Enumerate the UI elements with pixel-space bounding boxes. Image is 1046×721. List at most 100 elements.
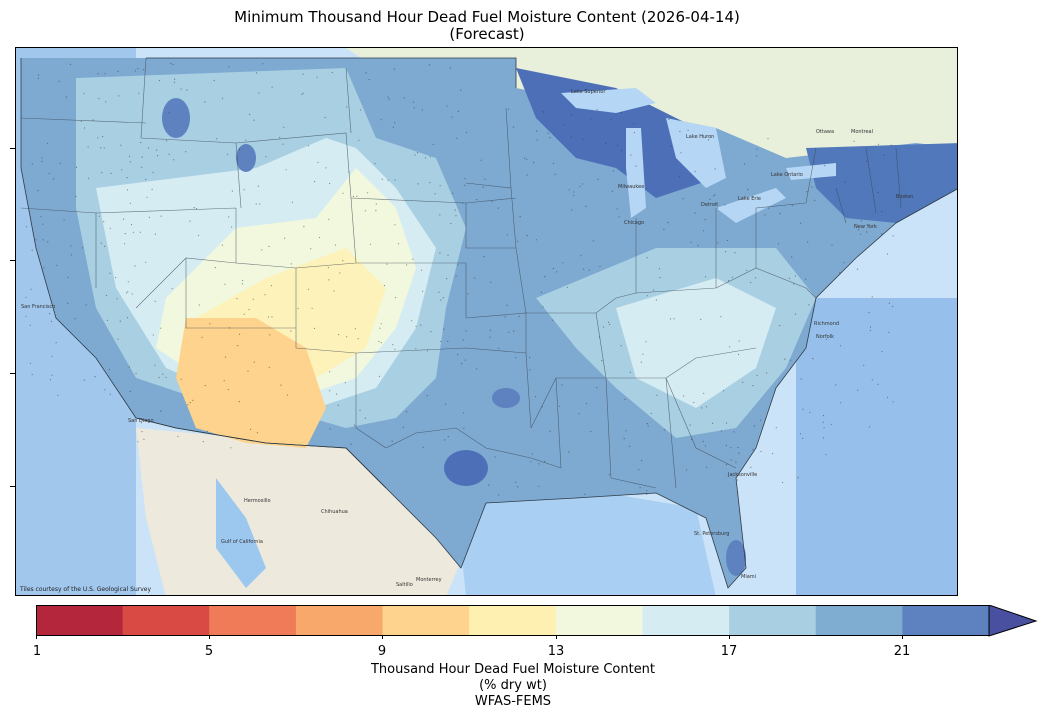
station-marker: [180, 378, 182, 380]
station-marker: [334, 244, 337, 246]
station-marker: [126, 177, 128, 179]
station-marker: [267, 316, 270, 318]
station-marker: [755, 277, 757, 279]
station-marker: [380, 119, 382, 121]
station-marker: [461, 362, 463, 365]
station-marker: [464, 184, 466, 186]
station-marker: [151, 188, 153, 190]
station-marker: [339, 447, 342, 449]
station-marker: [579, 185, 581, 187]
station-marker: [669, 318, 672, 320]
station-marker: [238, 401, 240, 403]
station-marker: [124, 233, 126, 235]
station-marker: [25, 315, 27, 317]
station-marker: [743, 163, 746, 165]
station-marker: [590, 430, 592, 433]
station-marker: [766, 372, 768, 374]
station-marker: [165, 140, 168, 142]
label-saltillo: Saltillo: [396, 582, 413, 588]
station-marker: [713, 195, 715, 197]
station-marker: [656, 394, 658, 396]
station-marker: [243, 189, 245, 191]
station-marker: [94, 376, 96, 378]
station-marker: [105, 295, 108, 297]
station-marker: [691, 438, 693, 441]
colorbar-cell: [902, 605, 990, 636]
station-marker: [386, 263, 388, 265]
station-marker: [457, 110, 459, 112]
station-marker: [329, 390, 331, 392]
station-marker: [814, 199, 816, 202]
station-marker: [616, 144, 618, 146]
station-marker: [655, 299, 658, 301]
station-marker: [189, 402, 191, 404]
station-marker: [328, 218, 330, 220]
station-marker: [844, 181, 846, 183]
station-marker: [364, 210, 366, 212]
station-marker: [67, 276, 69, 278]
station-marker: [131, 293, 133, 295]
station-marker: [110, 172, 112, 174]
station-marker: [221, 244, 223, 246]
lake-ontario: [786, 163, 836, 180]
station-marker: [335, 393, 338, 395]
station-marker: [83, 379, 85, 381]
colorbar-tick-label: 1: [32, 644, 42, 659]
station-marker: [214, 267, 216, 269]
label-lake-ontario: Lake Ontario: [771, 172, 803, 178]
station-marker: [440, 340, 442, 343]
station-marker: [612, 170, 615, 172]
station-marker: [704, 445, 707, 447]
station-marker: [497, 207, 499, 209]
station-marker: [538, 463, 540, 465]
station-marker: [716, 207, 719, 209]
station-marker: [354, 328, 356, 330]
station-marker: [439, 214, 441, 216]
station-marker: [352, 195, 354, 198]
station-marker: [582, 138, 584, 140]
station-marker: [488, 484, 490, 486]
station-marker: [725, 422, 728, 424]
region-moisture-great-lakes: [516, 68, 716, 198]
station-marker: [734, 252, 736, 254]
station-marker: [673, 318, 675, 320]
station-marker: [47, 241, 49, 243]
station-marker: [667, 222, 669, 224]
station-marker: [830, 423, 832, 425]
station-marker: [531, 453, 534, 455]
station-marker: [46, 142, 49, 144]
station-marker: [327, 267, 329, 269]
station-marker: [406, 264, 408, 266]
station-marker: [291, 201, 293, 203]
station-marker: [824, 165, 826, 167]
station-marker: [809, 411, 811, 413]
station-marker: [146, 196, 148, 198]
title-line-2: (Forecast): [449, 25, 525, 43]
station-marker: [799, 433, 802, 435]
station-marker: [464, 177, 466, 180]
station-marker: [374, 162, 376, 165]
station-marker: [104, 73, 106, 75]
station-marker: [51, 355, 53, 357]
station-marker: [253, 361, 255, 363]
station-marker: [189, 220, 191, 222]
station-marker: [168, 112, 170, 114]
station-marker: [129, 161, 131, 163]
station-marker: [357, 338, 359, 340]
gulf-of-mexico: [456, 488, 716, 595]
station-marker: [703, 392, 705, 394]
station-marker: [192, 399, 194, 401]
station-marker: [310, 248, 312, 250]
station-marker: [881, 210, 883, 213]
station-marker: [70, 245, 72, 247]
station-marker: [592, 240, 594, 242]
station-marker: [413, 107, 415, 109]
station-marker: [756, 148, 758, 150]
station-marker: [139, 231, 141, 233]
station-marker: [452, 192, 454, 194]
station-marker: [415, 325, 417, 327]
station-marker: [216, 138, 218, 140]
label-lake-huron: Lake Huron: [686, 134, 714, 140]
station-marker: [752, 448, 754, 451]
station-marker: [364, 417, 366, 419]
